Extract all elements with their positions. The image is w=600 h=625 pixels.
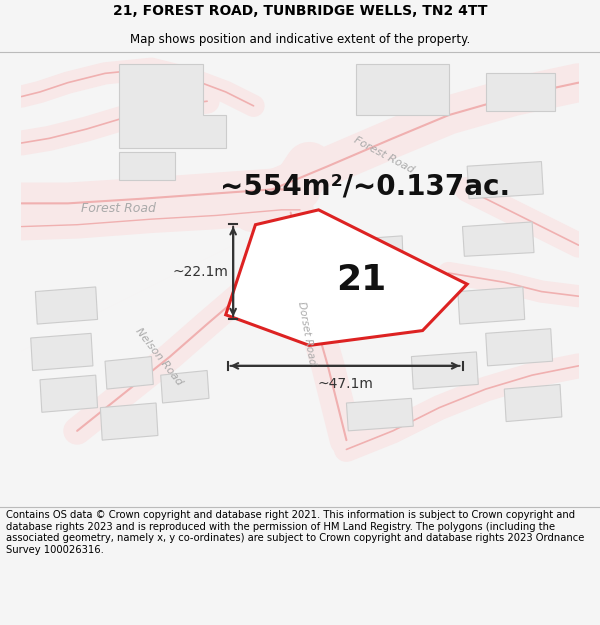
Text: ~554m²/~0.137ac.: ~554m²/~0.137ac.: [220, 173, 510, 201]
Text: Forest Road: Forest Road: [352, 135, 415, 175]
Polygon shape: [31, 333, 93, 371]
Polygon shape: [35, 287, 98, 324]
Polygon shape: [100, 403, 158, 440]
Polygon shape: [226, 210, 467, 346]
Text: Nelson Road: Nelson Road: [133, 326, 184, 387]
Polygon shape: [458, 287, 525, 324]
Polygon shape: [463, 222, 534, 256]
Polygon shape: [161, 371, 209, 403]
Text: Contains OS data © Crown copyright and database right 2021. This information is : Contains OS data © Crown copyright and d…: [6, 510, 584, 555]
Polygon shape: [337, 236, 404, 292]
Polygon shape: [486, 73, 556, 111]
Polygon shape: [119, 152, 175, 180]
Polygon shape: [504, 384, 562, 422]
Text: Forest Road: Forest Road: [82, 201, 157, 214]
Polygon shape: [346, 398, 413, 431]
Polygon shape: [486, 329, 553, 366]
Text: ~22.1m: ~22.1m: [173, 264, 229, 279]
Polygon shape: [119, 64, 226, 148]
Polygon shape: [356, 64, 449, 115]
Text: Dorset Road: Dorset Road: [296, 301, 317, 366]
Text: 21, FOREST ROAD, TUNBRIDGE WELLS, TN2 4TT: 21, FOREST ROAD, TUNBRIDGE WELLS, TN2 4T…: [113, 4, 487, 19]
Polygon shape: [40, 375, 98, 413]
Polygon shape: [467, 162, 543, 199]
Polygon shape: [412, 352, 478, 389]
Text: Map shows position and indicative extent of the property.: Map shows position and indicative extent…: [130, 32, 470, 46]
Text: ~47.1m: ~47.1m: [317, 377, 373, 391]
Text: 21: 21: [336, 263, 386, 298]
Polygon shape: [105, 357, 153, 389]
